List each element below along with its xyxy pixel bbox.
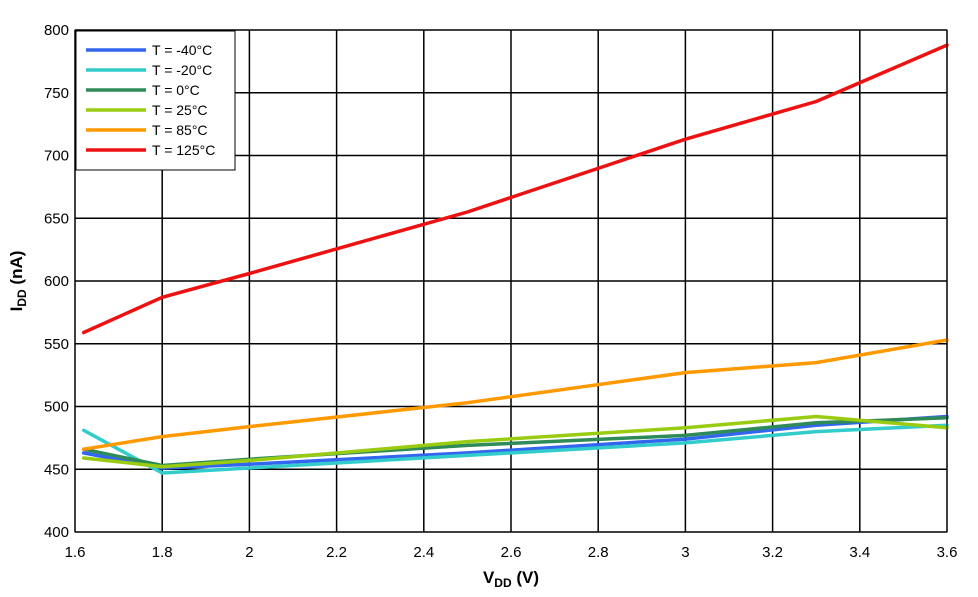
x-tick-label: 3.4 — [849, 544, 870, 561]
series-line-1 — [81, 423, 949, 475]
x-tick-label: 1.8 — [152, 544, 173, 561]
y-tick-label: 600 — [44, 273, 69, 290]
x-tick-label: 3 — [681, 544, 689, 561]
x-tick-label: 2 — [245, 544, 253, 561]
x-tick-label: 3.6 — [937, 544, 958, 561]
legend: T = -40°C T = -20°C T = 0°C T = 25°C T = 85°… — [75, 30, 236, 171]
legend-label: T = -20°C — [152, 62, 212, 78]
legend-box — [75, 30, 236, 171]
y-tick-label: 450 — [44, 461, 69, 478]
legend-label: T = 125°C — [152, 142, 215, 158]
y-tick-label: 500 — [44, 399, 69, 416]
x-axis-title: VDD (V) — [483, 568, 539, 590]
x-tick-labels: 1.6 1.8 2 2.2 2.4 2.6 2.8 3 3.2 3.4 3.6 — [65, 544, 958, 561]
x-tick-label: 1.6 — [65, 544, 86, 561]
x-tick-label: 2.2 — [326, 544, 347, 561]
y-tick-labels: 400 450 500 550 600 650 700 750 800 — [44, 22, 69, 541]
legend-label: T = 0°C — [152, 82, 200, 98]
x-tick-label: 2.4 — [413, 544, 434, 561]
y-axis-title: IDD (nA) — [7, 251, 29, 312]
x-tick-label: 3.2 — [762, 544, 783, 561]
x-tick-label: 2.6 — [501, 544, 522, 561]
y-tick-label: 550 — [44, 336, 69, 353]
legend-label: T = 85°C — [152, 122, 208, 138]
legend-label: T = -40°C — [152, 42, 212, 58]
x-tick-label: 2.8 — [588, 544, 609, 561]
series-line-3 — [81, 414, 949, 469]
y-tick-label: 700 — [44, 148, 69, 165]
series-line-5 — [81, 43, 949, 335]
series-line-4 — [81, 338, 949, 451]
y-tick-label: 400 — [44, 524, 69, 541]
y-tick-label: 650 — [44, 210, 69, 227]
plot-frame — [74, 29, 948, 533]
y-tick-label: 800 — [44, 22, 69, 39]
legend-label: T = 25°C — [152, 102, 208, 118]
y-tick-label: 750 — [44, 85, 69, 102]
series-lines — [81, 43, 949, 475]
